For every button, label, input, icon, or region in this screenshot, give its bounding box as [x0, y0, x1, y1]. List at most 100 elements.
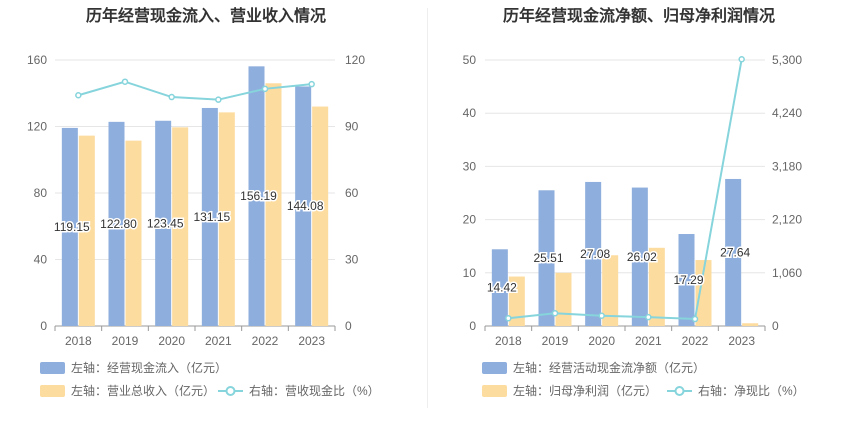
chart-1-title: 历年经营现金流入、营业收入情况	[86, 6, 326, 25]
line-point	[215, 96, 222, 103]
bar-orange	[508, 276, 525, 326]
chart-2-legend: 左轴：经营活动现金流净额（亿元） 左轴：归母净利润（亿元） 右轴：净现比（%）	[482, 360, 805, 398]
panel-divider	[427, 8, 428, 408]
chart-1-legend-label-inflow: 左轴：经营现金流入（亿元）	[71, 360, 227, 375]
bar-data-label: 27.08	[580, 247, 610, 261]
left-axis-tick-label: 160	[27, 53, 47, 67]
bar-blue	[538, 190, 555, 326]
x-axis-tick-label: 2018	[495, 334, 522, 348]
line-point	[121, 78, 129, 85]
x-axis-tick-label: 2022	[252, 334, 279, 348]
chart-1-grid	[55, 59, 335, 260]
chart-2-legend-item-netprofit[interactable]: 左轴：归母净利润（亿元）	[482, 383, 657, 398]
right-axis-tick-label: 120	[345, 53, 365, 67]
right-axis-tick-label: 1,060	[772, 266, 802, 280]
bar-orange	[602, 255, 619, 326]
chart-2-right-axis-ticks: 0 1,060 2,120 3,180 4,240 5,300	[772, 53, 802, 333]
x-axis-tick-label: 2020	[158, 334, 185, 348]
right-axis-tick-label: 2,120	[772, 213, 802, 227]
chart-2-legend-item-ratio[interactable]: 右轴：净现比（%）	[667, 383, 805, 398]
left-axis-tick-label: 30	[463, 159, 477, 173]
right-axis-tick-label: 3,180	[772, 159, 802, 173]
right-axis-tick-label: 30	[345, 253, 359, 267]
bar-data-label: 119.15	[54, 220, 90, 234]
bar-blue	[61, 127, 78, 327]
chart-1-bars	[61, 66, 329, 327]
bar-blue	[108, 121, 125, 326]
x-axis-tick-label: 2019	[542, 334, 569, 348]
line-point	[645, 313, 652, 321]
left-axis-tick-label: 40	[463, 106, 477, 120]
line-point	[168, 93, 175, 101]
x-axis-tick-label: 2023	[298, 334, 325, 348]
right-axis-tick-label: 5,300	[772, 53, 802, 67]
bar-data-label: 14.42	[487, 281, 517, 295]
line-point	[691, 315, 699, 323]
chart-2-legend-label-ratio: 右轴：净现比（%）	[698, 383, 805, 398]
chart-1-left-axis-ticks: 0 40 80 120 160	[27, 53, 47, 333]
legend-swatch-marker-icon	[674, 386, 685, 396]
left-axis-tick-label: 0	[40, 319, 47, 333]
legend-swatch-bar-orange	[40, 385, 65, 397]
ratio-line	[508, 59, 743, 321]
bar-data-label: 25.51	[533, 251, 563, 265]
x-axis-tick-label: 2023	[728, 334, 755, 348]
chart-2-line-series	[505, 55, 745, 323]
left-axis-tick-label: 10	[463, 266, 477, 280]
right-axis-tick-label: 4,240	[772, 106, 802, 120]
chart-2-title: 历年经营现金流净额、归母净利润情况	[503, 6, 775, 25]
legend-swatch-marker-icon	[225, 386, 236, 396]
chart-1-legend: 左轴：经营现金流入（亿元） 左轴：营业总收入（亿元） 右轴：营收现金比（%）	[40, 360, 380, 398]
chart-1: 历年经营现金流入、营业收入情况 0 40 80 120 160 0 30 60 90 120 2…	[27, 6, 380, 398]
chart-2-data-labels: 14.42 25.51 27.08 26.02 17.29 27.64	[485, 244, 752, 296]
bar-orange	[555, 272, 572, 326]
bar-data-label: 26.02	[627, 250, 657, 264]
left-axis-tick-label: 50	[463, 53, 477, 67]
bar-blue	[585, 181, 602, 326]
line-point	[75, 91, 82, 99]
line-point	[551, 309, 559, 317]
chart-2-legend-item-netflow[interactable]: 左轴：经营活动现金流净额（亿元）	[482, 360, 705, 375]
chart-1-legend-item-inflow[interactable]: 左轴：经营现金流入（亿元）	[40, 360, 227, 375]
bar-data-label: 17.29	[673, 273, 703, 287]
right-axis-tick-label: 90	[345, 120, 359, 134]
line-point	[738, 55, 745, 63]
bar-data-label: 131.15	[193, 210, 230, 224]
bar-data-label: 122.80	[100, 217, 137, 231]
bar-blue	[295, 86, 312, 326]
line-point	[308, 80, 315, 88]
x-axis-tick-label: 2021	[205, 334, 232, 348]
chart-1-legend-item-revenue[interactable]: 左轴：营业总收入（亿元）	[40, 383, 215, 398]
chart-2-grid	[485, 59, 765, 274]
bar-blue	[155, 120, 172, 326]
bar-data-label: 123.45	[147, 216, 184, 230]
bar-blue	[631, 187, 648, 326]
bar-blue	[491, 249, 508, 326]
x-axis-tick-label: 2018	[65, 334, 92, 348]
bar-orange	[695, 260, 712, 326]
bar-blue	[725, 178, 742, 326]
chart-1-legend-label-revenue: 左轴：营业总收入（亿元）	[71, 383, 215, 398]
chart-2-legend-label-netprofit: 左轴：归母净利润（亿元）	[513, 383, 657, 398]
chart-1-line-series	[75, 78, 315, 103]
x-axis-tick-label: 2021	[635, 334, 662, 348]
chart-1-data-labels: 119.15 122.80 123.45 131.15 156.19 144.08	[52, 188, 325, 236]
chart-1-legend-item-ratio[interactable]: 右轴：营收现金比（%）	[218, 383, 380, 398]
legend-swatch-bar-orange	[482, 385, 507, 397]
ratio-line	[78, 80, 312, 101]
bar-orange	[742, 323, 759, 326]
right-axis-tick-label: 0	[772, 319, 779, 333]
chart-2-bars	[491, 178, 759, 326]
line-point	[598, 312, 605, 320]
chart-2: 历年经营现金流净额、归母净利润情况 0 10 20 30 40 50 0 1,060 2,12…	[463, 6, 805, 398]
bar-blue	[248, 66, 265, 327]
bar-orange	[172, 127, 189, 326]
left-axis-tick-label: 80	[34, 186, 48, 200]
bar-data-label: 27.64	[720, 245, 750, 259]
line-point	[505, 314, 512, 322]
right-axis-tick-label: 60	[345, 186, 359, 200]
chart-1-right-axis-ticks: 0 30 60 90 120	[345, 53, 365, 333]
x-axis-tick-label: 2022	[682, 334, 709, 348]
x-axis-tick-label: 2019	[112, 334, 139, 348]
